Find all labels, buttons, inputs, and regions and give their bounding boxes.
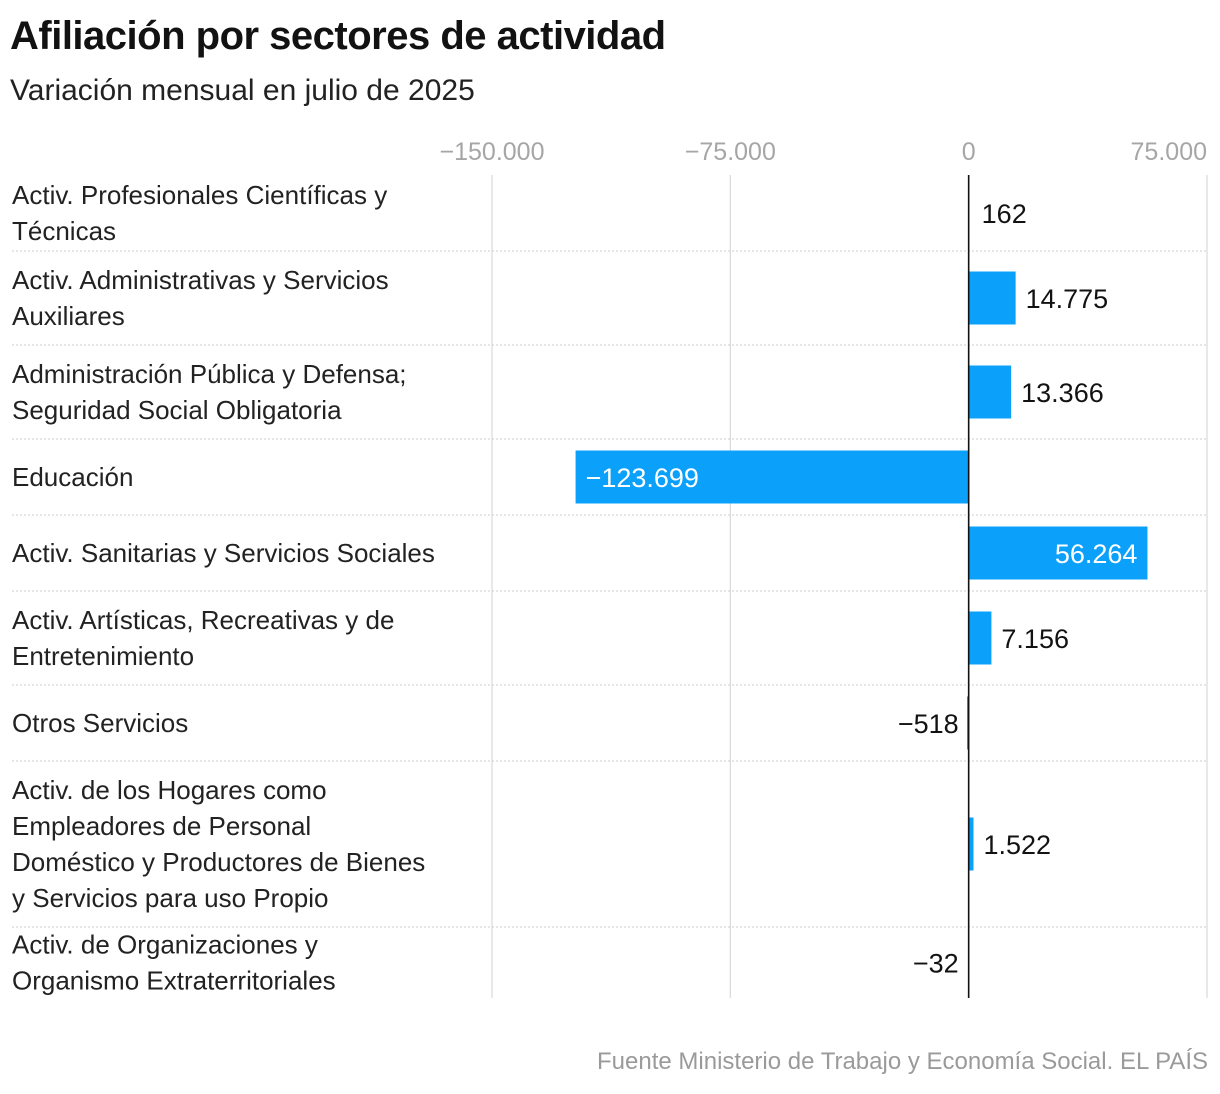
bar: [968, 365, 1012, 419]
bar: [968, 817, 974, 871]
category-label: Otros Servicios: [12, 708, 188, 738]
data-label: 56.264: [1055, 539, 1138, 569]
x-tick-label: 75.000: [1131, 138, 1207, 166]
category-label: Activ. Profesionales Científicas y Técnic…: [12, 180, 387, 246]
x-tick-label: −75.000: [685, 138, 776, 166]
category-label: Educación: [12, 462, 133, 492]
brand-text: EL PAÍS: [1119, 1048, 1208, 1075]
bar: [575, 450, 969, 504]
data-label: 13.366: [1021, 378, 1104, 408]
data-label: 1.522: [984, 830, 1052, 860]
source-text: Fuente Ministerio de Trabajo y Economía …: [597, 1048, 1107, 1075]
bar: [968, 526, 1148, 580]
bar: [968, 611, 992, 665]
chart-title: Afiliación por sectores de actividad: [10, 14, 666, 58]
data-label: −123.699: [586, 463, 699, 493]
data-label: −518: [898, 709, 959, 739]
category-label: Activ. de los Hogares como Empleadores de…: [12, 775, 425, 913]
x-tick-label: 0: [962, 138, 976, 166]
category-label: Activ. de Organizaciones y Organismo Extr…: [12, 930, 336, 996]
source-note: Fuente Ministerio de Trabajo y Economía …: [597, 1048, 1208, 1075]
category-label: Activ. Administrativas y Servicios Auxili…: [12, 265, 389, 331]
bar-chart: −150.000 −75.000 0 75.000 Activ. Profesional…: [12, 138, 1208, 998]
data-label: −32: [913, 949, 959, 979]
category-label: Activ. Sanitarias y Servicios Sociales: [12, 538, 435, 568]
data-label: 14.775: [1026, 284, 1109, 314]
category-label: Administración Pública y Defensa; Segurid…: [12, 359, 407, 425]
category-label: Activ. Artísticas, Recreativas y de Entre…: [12, 605, 394, 671]
chart-subtitle: Variación mensual en julio de 2025: [10, 74, 475, 107]
data-label: 7.156: [1001, 624, 1069, 654]
bar: [968, 271, 1016, 325]
x-tick-label: −150.000: [440, 138, 545, 166]
data-label: 162: [982, 199, 1027, 229]
bar: [967, 696, 969, 750]
